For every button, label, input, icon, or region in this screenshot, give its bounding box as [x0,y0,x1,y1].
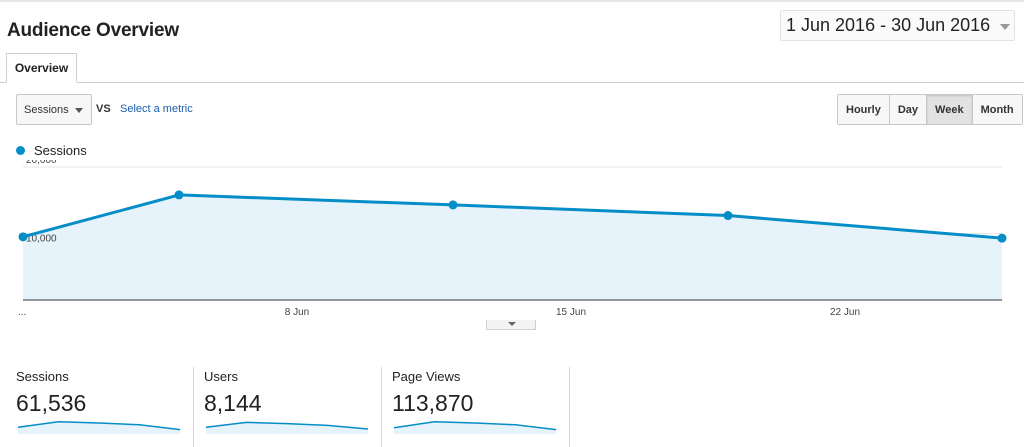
sparkline [17,421,181,434]
scorecard-divider [381,367,382,447]
chevron-down-icon [508,322,516,326]
sparkline-line [205,421,369,430]
scorecard-divider [569,367,570,447]
metric-select[interactable]: Sessions [16,94,92,125]
tab-bar-divider [0,82,1024,83]
tab-overview[interactable]: Overview [6,53,77,83]
data-point [448,200,458,210]
scorecard-divider [193,367,194,447]
legend-label: Sessions [34,143,87,158]
x-tick-label: 8 Jun [285,307,309,318]
top-border [0,0,1024,2]
series-area [23,194,1002,300]
scorecard-sessions[interactable]: Sessions 61,536 [16,366,186,447]
chart-legend: Sessions [16,143,87,158]
granularity-day-button[interactable]: Day [889,95,928,124]
scorecard-label: Sessions [16,369,69,384]
select-metric-link[interactable]: Select a metric [120,103,193,115]
x-tick-label: 15 Jun [556,307,586,318]
vs-label: VS [96,103,111,115]
sparkline [205,421,369,434]
scorecard-label: Page Views [392,369,461,384]
scorecard-label: Users [204,369,238,384]
date-range-picker[interactable]: 1 Jun 2016 - 30 Jun 2016 [780,10,1015,41]
chevron-down-icon [1000,24,1010,30]
scorecard-value: 61,536 [16,390,87,416]
metric-select-label: Sessions [24,103,69,116]
sparkline [393,421,557,434]
page-title: Audience Overview [7,20,179,41]
y-tick-label: 10,000 [26,234,57,245]
chart-collapse-handle[interactable] [486,320,536,330]
data-point [18,232,28,242]
scorecard-value: 113,870 [392,390,474,416]
data-point [174,190,184,200]
chevron-down-icon [75,108,83,113]
date-range-label: 1 Jun 2016 - 30 Jun 2016 [786,15,991,35]
x-tick-label: ... [18,307,26,318]
scorecard-users[interactable]: Users 8,144 [204,366,374,447]
granularity-month-button[interactable]: Month [972,95,1022,124]
sessions-chart: 20,000 10,000... 8 Jun 15 Jun 22 Jun [18,160,1007,318]
granularity-toggle: Hourly Day Week Month [837,94,1023,125]
series-dot-icon [16,146,25,155]
data-point [723,211,733,221]
data-point [997,233,1007,243]
granularity-week-button[interactable]: Week [927,95,973,124]
granularity-hourly-button[interactable]: Hourly [838,95,890,124]
sparkline-line [393,421,557,431]
scorecard-page-views[interactable]: Page Views 113,870 [392,366,562,447]
y-tick-label: 20,000 [26,160,57,166]
sparkline-line [17,421,181,431]
x-tick-label: 22 Jun [830,307,860,318]
sparkline-area [206,422,368,434]
scorecard-value: 8,144 [204,390,262,416]
